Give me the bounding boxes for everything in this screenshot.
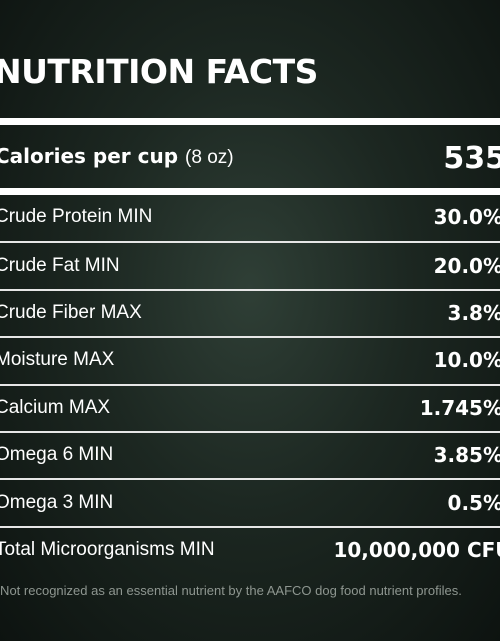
calories-label-text: Calories per cup: [0, 144, 179, 168]
row-divider: [0, 241, 500, 243]
nutrient-value: 0.5%: [447, 491, 500, 515]
nutrient-value: 3.85%: [433, 443, 500, 467]
row-divider: [0, 478, 500, 480]
nutrient-label: Crude Fiber MAX: [0, 302, 142, 323]
nutrition-facts-title: NUTRITION FACTS: [0, 52, 318, 91]
thick-divider-calories: [0, 188, 500, 195]
nutrient-label: Crude Protein MIN: [0, 206, 153, 227]
row-divider: [0, 289, 500, 291]
nutrient-value: 1.745%: [419, 396, 500, 420]
serving-size: (8 oz): [185, 147, 234, 168]
nutrient-label: Moisture MAX: [0, 349, 115, 370]
nutrient-value: 10.0%: [433, 348, 500, 372]
nutrient-label: Omega 6 MIN: [0, 444, 114, 465]
nutrient-label: Calcium MAX: [0, 397, 111, 418]
row-divider: [0, 526, 500, 528]
thick-divider-top: [0, 118, 500, 125]
nutrient-label: Total Microorganisms MIN: [0, 539, 215, 560]
row-divider: [0, 384, 500, 386]
footnote: *Not recognized as an essential nutrient…: [0, 583, 462, 598]
row-divider: [0, 336, 500, 338]
nutrient-value: 20.0%: [433, 254, 500, 278]
nutrient-value: 30.0%: [433, 205, 500, 229]
nutrient-label: Omega 3 MIN: [0, 492, 114, 513]
nutrient-label: Crude Fat MIN: [0, 255, 120, 276]
calories-label: Calories per cup (8 oz): [0, 141, 234, 173]
row-divider: [0, 431, 500, 433]
nutrient-value: 3.8%: [447, 301, 500, 325]
calories-value: 535: [443, 141, 500, 176]
nutrient-value: 10,000,000 CFU/lb: [333, 538, 500, 562]
